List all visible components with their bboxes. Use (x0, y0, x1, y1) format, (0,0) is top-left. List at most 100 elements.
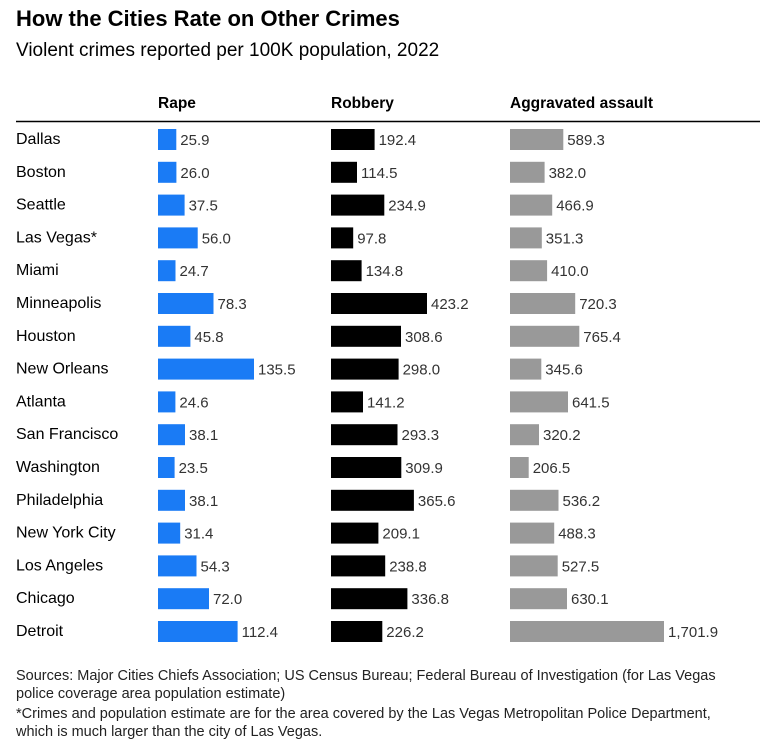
data-label: 298.0 (403, 362, 441, 379)
bar-2 (510, 260, 548, 282)
bar-1 (331, 358, 399, 380)
data-label: 206.5 (533, 460, 571, 477)
data-label: 112.4 (242, 624, 278, 641)
bar-0 (158, 457, 175, 478)
data-label: 72.0 (213, 591, 242, 608)
bar-0 (158, 129, 177, 150)
bar-1 (331, 522, 379, 544)
bar-1 (331, 621, 383, 642)
data-label: 536.2 (563, 493, 601, 510)
bar-2 (510, 358, 542, 380)
bar-0 (158, 555, 197, 577)
bar-0 (158, 358, 254, 380)
data-label: 308.6 (405, 329, 443, 346)
data-label: 97.8 (357, 230, 386, 247)
data-label: 234.9 (388, 198, 426, 215)
bar-1 (331, 457, 402, 478)
bar-0 (158, 325, 191, 347)
bar-2 (510, 293, 576, 314)
data-label: 114.5 (361, 165, 397, 182)
bar-0 (158, 227, 198, 249)
data-label: 293.3 (402, 427, 440, 444)
bar-0 (158, 194, 185, 216)
bar-0 (158, 522, 181, 544)
data-label: 365.6 (418, 493, 456, 510)
bar-0 (158, 293, 214, 314)
bar-2 (510, 424, 539, 446)
data-label: 38.1 (189, 427, 218, 444)
bar-2 (510, 457, 529, 478)
data-label: 466.9 (556, 198, 594, 215)
data-label: 641.5 (572, 394, 610, 411)
data-label: 765.4 (583, 329, 621, 346)
bar-0 (158, 391, 176, 413)
data-label: 45.8 (194, 329, 223, 346)
bar-1 (331, 194, 385, 216)
data-label: 24.6 (179, 394, 208, 411)
bar-0 (158, 621, 238, 642)
data-label: 25.9 (180, 132, 209, 149)
bar-0 (158, 489, 185, 511)
data-label: 527.5 (562, 558, 600, 575)
data-label: 382.0 (549, 165, 587, 182)
bar-2 (510, 391, 568, 413)
data-label: 238.8 (389, 558, 427, 575)
bar-1 (331, 129, 375, 150)
bar-1 (331, 588, 408, 610)
bar-1 (331, 293, 427, 314)
data-label: 423.2 (431, 296, 469, 313)
bar-0 (158, 161, 177, 183)
data-label: 192.4 (379, 132, 417, 149)
data-label: 351.3 (546, 230, 584, 247)
city-label: Houston (16, 328, 76, 345)
bar-0 (158, 588, 209, 610)
city-label: Chicago (16, 590, 75, 607)
data-label: 31.4 (184, 526, 213, 543)
data-label: 56.0 (202, 230, 231, 247)
city-label: New York City (16, 525, 116, 542)
city-label: New Orleans (16, 361, 108, 378)
city-label: Los Angeles (16, 557, 103, 574)
city-label: Miami (16, 262, 59, 279)
data-label: 309.9 (405, 460, 443, 477)
data-label: 336.8 (411, 591, 449, 608)
footnote-text: *Crimes and population estimate are for … (16, 706, 711, 740)
data-label: 630.1 (571, 591, 609, 608)
bar-2 (510, 227, 542, 249)
bar-2 (510, 325, 580, 347)
city-label: Philadelphia (16, 492, 103, 509)
bar-1 (331, 260, 362, 282)
data-label: 410.0 (551, 263, 589, 280)
data-label: 345.6 (545, 362, 583, 379)
data-label: 134.8 (366, 263, 404, 280)
city-label: Seattle (16, 197, 66, 214)
data-label: 23.5 (179, 460, 208, 477)
bar-2 (510, 522, 555, 544)
data-label: 141.2 (367, 394, 405, 411)
bar-1 (331, 555, 386, 577)
data-label: 720.3 (579, 296, 617, 313)
city-label: Atlanta (16, 393, 66, 410)
data-label: 209.1 (382, 526, 420, 543)
data-label: 226.2 (386, 624, 424, 641)
chart-subtitle: Violent crimes reported per 100K populat… (16, 40, 440, 61)
data-label: 589.3 (567, 132, 605, 149)
bar-2 (510, 588, 567, 610)
data-label: 320.2 (543, 427, 581, 444)
bar-0 (158, 424, 185, 446)
bar-2 (510, 555, 558, 577)
bar-2 (510, 129, 564, 150)
data-label: 1,701.9 (668, 624, 718, 641)
data-label: 54.3 (201, 558, 230, 575)
data-label: 37.5 (189, 198, 218, 215)
data-label: 24.7 (180, 263, 209, 280)
city-label: Dallas (16, 131, 60, 148)
data-label: 135.5 (258, 362, 296, 379)
data-label: 38.1 (189, 493, 218, 510)
bar-2 (510, 621, 664, 642)
column-header-rape: Rape (158, 95, 196, 112)
data-label: 488.3 (558, 526, 596, 543)
bar-1 (331, 489, 414, 511)
bar-chart: Rape Robbery Aggravated assault Dallas 25.9 1… (16, 95, 760, 642)
bar-2 (510, 194, 553, 216)
